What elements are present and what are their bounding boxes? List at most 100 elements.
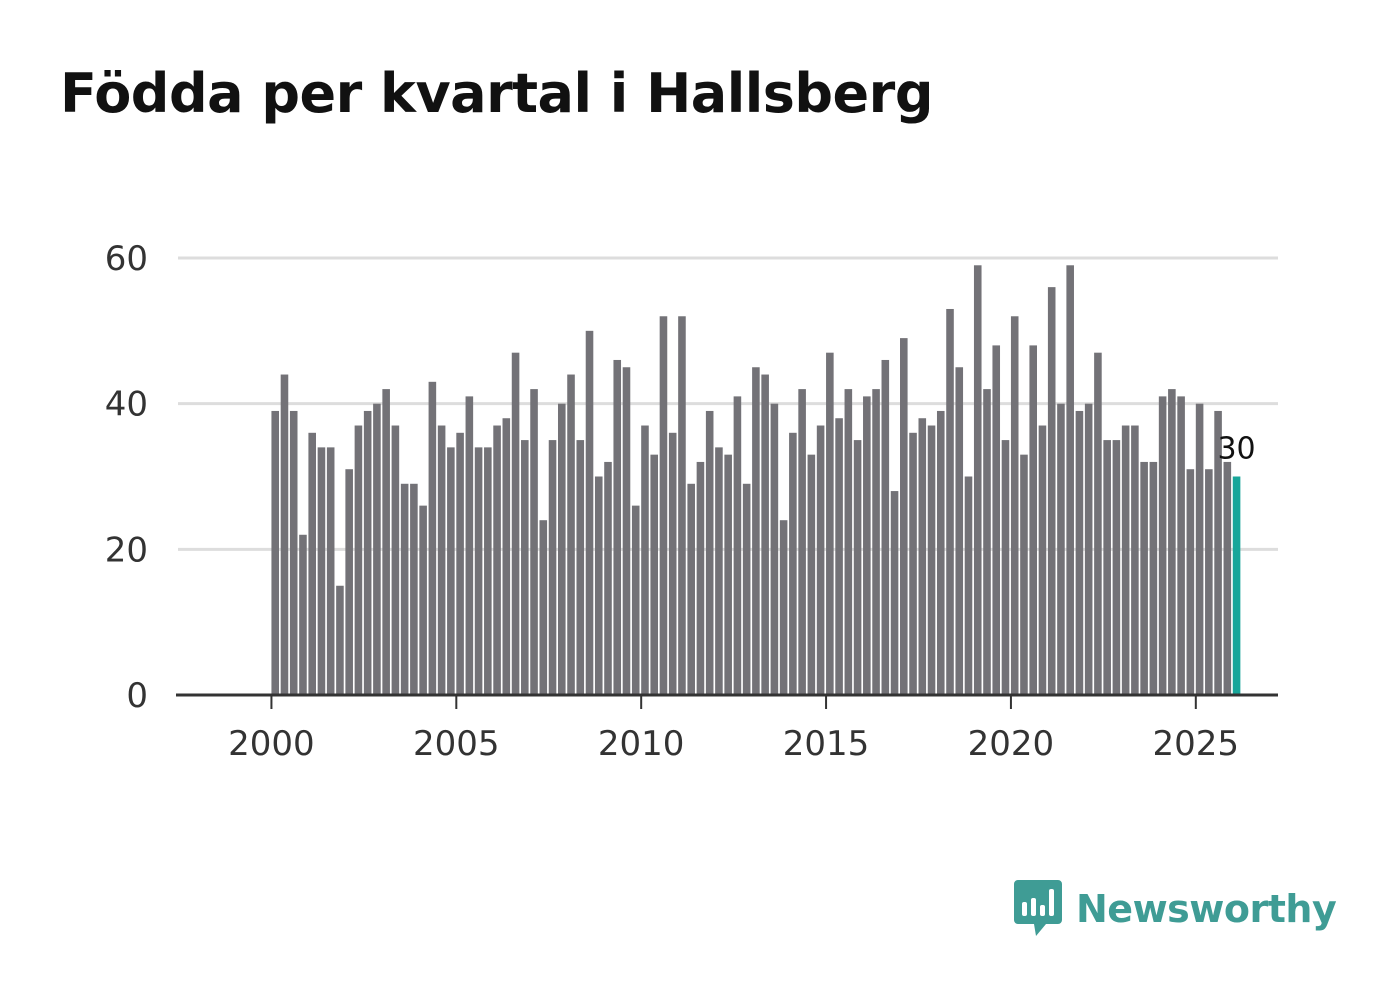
bar (373, 403, 381, 695)
bar (733, 396, 742, 695)
bar (1057, 403, 1065, 695)
bar (668, 432, 677, 695)
bar (317, 447, 326, 695)
bar (428, 381, 437, 695)
chart-title: Födda per kvartal i Hallsberg (60, 62, 933, 125)
bar (1066, 265, 1074, 695)
bars (271, 265, 1241, 695)
bar (271, 410, 280, 695)
bar (936, 410, 945, 695)
bar (816, 425, 825, 695)
bar (761, 374, 769, 695)
bar (835, 418, 843, 695)
brand-logo: Newsworthy (1012, 878, 1337, 940)
y-tick-label: 60 (105, 239, 148, 279)
bar (724, 454, 732, 695)
newsworthy-icon (1014, 880, 1062, 936)
bar (789, 432, 797, 695)
x-tick-label: 2000 (228, 724, 315, 764)
bar (918, 418, 927, 695)
bar (696, 461, 705, 695)
bar (539, 520, 548, 695)
bar (557, 403, 566, 695)
bar (1010, 316, 1019, 695)
bar (650, 454, 659, 695)
bar (872, 389, 880, 695)
bar (946, 308, 954, 695)
bar (456, 432, 464, 695)
bar (345, 469, 353, 695)
bar (1121, 425, 1130, 695)
bar (1094, 352, 1102, 695)
bar (964, 476, 973, 695)
y-tick-label: 20 (105, 530, 148, 570)
tick-labels: 0 20 40 60 30 2000 2005 2010 2015 2020 2025 (105, 239, 1256, 764)
bar (973, 265, 982, 695)
bar (530, 389, 538, 695)
bar (909, 432, 917, 695)
bar (299, 534, 307, 695)
bar (1038, 425, 1047, 695)
bar (641, 425, 649, 695)
bar (1177, 396, 1185, 695)
bar (1131, 425, 1139, 695)
bar (687, 483, 695, 695)
bar (604, 461, 612, 695)
bar (752, 367, 760, 695)
bar (382, 389, 390, 695)
bar (437, 425, 446, 695)
brand-name: Newsworthy (1076, 887, 1337, 931)
bar (631, 505, 640, 695)
bar (576, 440, 585, 695)
bar (484, 447, 492, 695)
bar (659, 316, 668, 695)
bar (955, 367, 964, 695)
bar (1103, 440, 1111, 695)
bar (594, 476, 603, 695)
bar (1149, 461, 1158, 695)
bar (400, 483, 409, 695)
bar (391, 425, 400, 695)
x-tick-label: 2020 (968, 724, 1055, 764)
bar (354, 425, 363, 695)
bar (474, 447, 483, 695)
bar (715, 447, 723, 695)
bar (511, 352, 520, 695)
bar (770, 403, 779, 695)
bar (1195, 403, 1204, 695)
bar (1112, 440, 1121, 695)
last-value-label: 30 (1217, 432, 1255, 467)
bar (1214, 410, 1222, 695)
bar (1186, 469, 1195, 695)
bar (548, 440, 557, 695)
y-tick-label: 0 (126, 676, 148, 716)
bar (983, 389, 991, 695)
bar (844, 389, 853, 695)
bar (1020, 454, 1028, 695)
bar (705, 410, 714, 695)
bar (326, 447, 335, 695)
bar (521, 440, 529, 695)
bar (890, 491, 899, 695)
bar (992, 345, 1001, 695)
bar (1140, 461, 1148, 695)
bar (280, 374, 289, 695)
bar (807, 454, 816, 695)
axes (176, 693, 1278, 709)
bar (1075, 410, 1084, 695)
bar (1223, 461, 1232, 695)
bar (585, 330, 594, 695)
x-tick-label: 2015 (783, 724, 870, 764)
x-tick-label: 2005 (413, 724, 500, 764)
bar (410, 483, 418, 695)
bar (1001, 440, 1010, 695)
bar (881, 359, 890, 695)
bar (363, 410, 372, 695)
bar (1029, 345, 1037, 695)
bar (1158, 396, 1167, 695)
x-tick-label: 2025 (1153, 724, 1240, 764)
x-tick-label: 2010 (598, 724, 685, 764)
bar (863, 396, 871, 695)
bar (567, 374, 575, 695)
